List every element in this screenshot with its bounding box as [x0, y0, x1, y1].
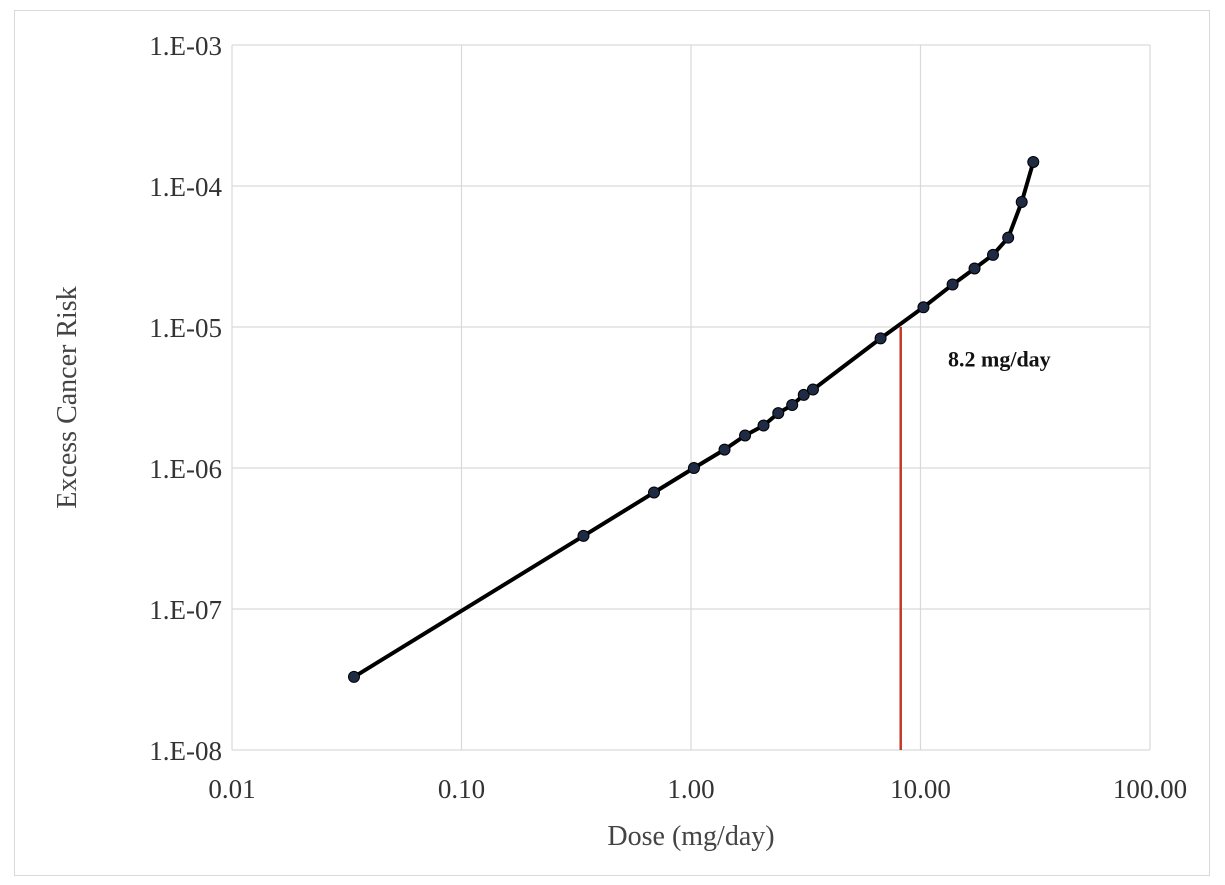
data-point	[917, 301, 930, 314]
data-point	[968, 262, 981, 275]
annotation-label: 8.2 mg/day	[948, 346, 1051, 371]
y-tick-label: 1.E-05	[149, 313, 222, 343]
data-point	[718, 443, 731, 456]
data-point	[648, 486, 661, 499]
data-point	[786, 398, 799, 411]
x-tick-label: 1.00	[667, 774, 714, 804]
data-point	[797, 388, 810, 401]
y-tick-label: 1.E-07	[149, 595, 222, 625]
axis-layer: 0.01 0.10 1.00 10.00 100.00 1.E-08 1.E-07 1.E-0…	[149, 31, 1187, 804]
series-line	[352, 160, 1036, 679]
data-point	[1002, 231, 1015, 244]
data-point	[946, 278, 959, 291]
y-tick-label: 1.E-06	[149, 454, 222, 484]
y-tick-label: 1.E-03	[149, 31, 222, 61]
x-tick-label: 0.10	[438, 774, 485, 804]
y-tick-label: 1.E-04	[149, 172, 222, 202]
data-point	[987, 248, 1000, 261]
data-point	[1015, 196, 1028, 209]
chart-frame	[14, 10, 1210, 876]
data-point	[347, 670, 360, 683]
grid-layer	[231, 44, 1151, 751]
data-point	[739, 429, 752, 442]
data-point	[757, 419, 770, 432]
data-point	[577, 529, 590, 542]
label-layer: Dose (mg/day) Excess Cancer Risk 8.2 mg/…	[52, 286, 1051, 852]
x-axis-title: Dose (mg/day)	[607, 821, 774, 852]
data-point	[772, 407, 785, 420]
data-point	[1027, 155, 1040, 168]
data-point	[874, 332, 887, 345]
y-axis-title: Excess Cancer Risk	[52, 286, 83, 508]
x-tick-label: 10.00	[890, 774, 951, 804]
data-point	[806, 383, 819, 396]
series-layer	[347, 155, 1040, 683]
x-tick-label: 100.00	[1113, 774, 1187, 804]
x-tick-label: 0.01	[208, 774, 255, 804]
y-tick-label: 1.E-08	[149, 736, 222, 766]
data-point	[687, 462, 700, 474]
